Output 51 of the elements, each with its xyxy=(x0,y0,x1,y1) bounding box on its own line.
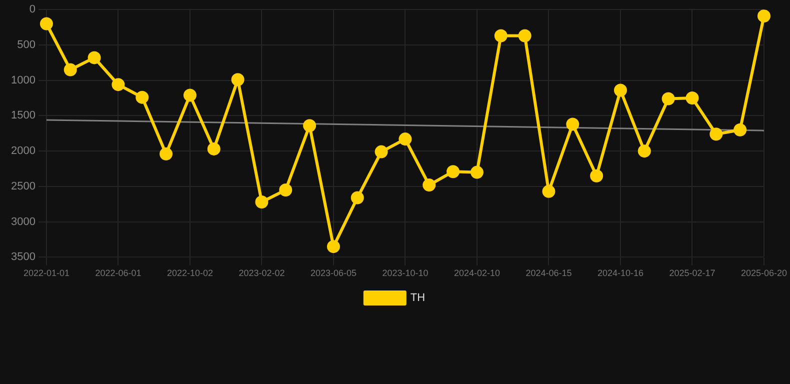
x-tick-label: 2025-02-17 xyxy=(669,268,716,278)
point xyxy=(542,184,556,198)
point xyxy=(566,118,580,131)
point xyxy=(686,92,699,105)
point xyxy=(374,145,388,158)
point xyxy=(112,78,125,92)
point xyxy=(422,178,436,192)
point xyxy=(710,128,723,141)
point xyxy=(160,147,173,160)
x-tick-label: 2023-06-05 xyxy=(310,268,356,278)
y-tick-label: 1500 xyxy=(10,110,36,122)
y-tick-label: 3500 xyxy=(10,251,36,264)
x-tick-label: 2024-06-15 xyxy=(526,268,572,278)
point xyxy=(398,132,412,146)
x-tick-label: 2022-01-01 xyxy=(23,268,70,278)
point xyxy=(183,88,196,102)
point xyxy=(350,191,364,204)
point xyxy=(326,240,340,254)
y-tick-label: 2000 xyxy=(10,145,36,158)
x-tick-label: 2022-06-01 xyxy=(95,268,142,278)
point xyxy=(255,196,268,209)
point xyxy=(446,165,460,178)
point xyxy=(231,73,244,86)
point xyxy=(303,119,316,132)
x-tick-label: 2024-10-16 xyxy=(597,268,644,278)
point xyxy=(136,90,149,104)
x-tick-label: 2025-06-20 xyxy=(740,268,788,278)
point xyxy=(279,183,292,196)
x-tick-label: 2024-02-10 xyxy=(454,268,500,278)
legend-label: TH xyxy=(410,292,426,304)
point xyxy=(40,17,53,30)
point xyxy=(662,92,675,106)
y-tick-label: 0 xyxy=(29,4,36,16)
point xyxy=(88,51,101,64)
y-tick-label: 1000 xyxy=(10,74,36,86)
point xyxy=(757,10,770,22)
point xyxy=(638,144,651,158)
point xyxy=(614,84,627,97)
x-tick-label: 2022-10-02 xyxy=(166,268,213,278)
y-tick-label: 3000 xyxy=(10,216,36,228)
x-tick-label: 2023-02-02 xyxy=(238,268,285,278)
point xyxy=(494,29,508,42)
point xyxy=(470,166,484,179)
y-tick-label: 500 xyxy=(17,39,36,52)
point xyxy=(590,169,604,182)
x-tick-label: 2023-10-10 xyxy=(382,268,428,278)
point xyxy=(64,63,77,76)
point xyxy=(207,142,220,156)
y-tick-label: 2500 xyxy=(10,180,36,192)
point xyxy=(518,29,532,42)
point xyxy=(734,123,747,136)
